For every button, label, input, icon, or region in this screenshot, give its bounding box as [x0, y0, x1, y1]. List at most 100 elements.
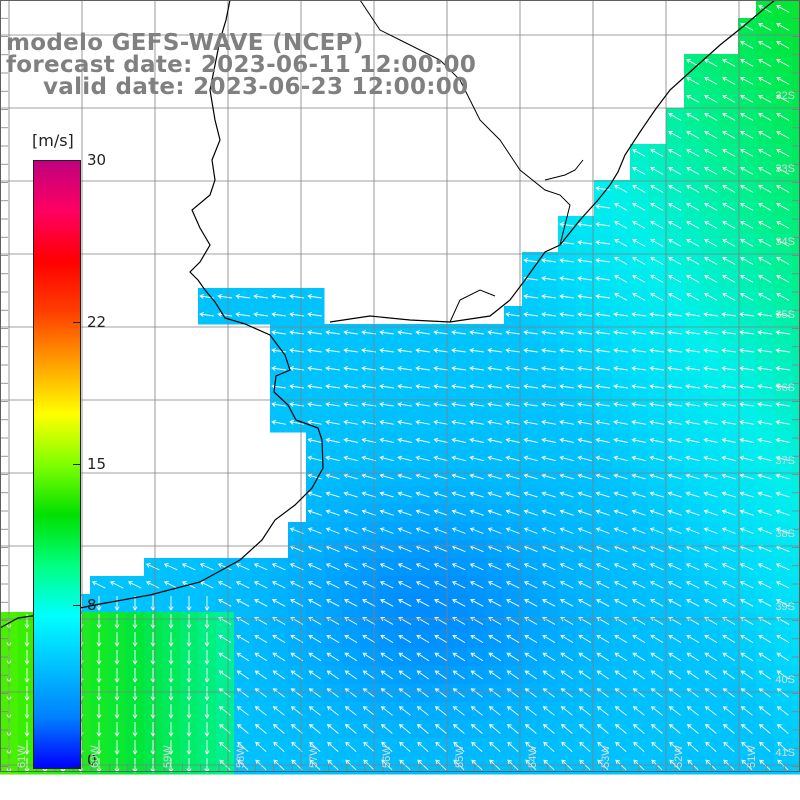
wind-arrow [776, 41, 790, 49]
wind-arrow [721, 581, 736, 589]
wind-arrow [150, 650, 156, 665]
wind-arrow [397, 527, 412, 534]
wind-arrow [379, 419, 394, 425]
wind-arrow [289, 383, 304, 389]
wind-arrow [739, 419, 754, 425]
wind-arrow [703, 473, 718, 480]
wind-arrow [776, 688, 789, 698]
wind-arrow [523, 311, 538, 317]
wind-arrow [722, 670, 735, 680]
wind-arrow [254, 599, 268, 607]
wind-arrow [686, 293, 700, 301]
wind-arrow [722, 275, 736, 283]
wind-arrow [114, 650, 120, 665]
wind-arrow [704, 239, 718, 247]
wind-arrow [685, 581, 700, 589]
wind-arrow [271, 293, 286, 299]
wind-arrow [487, 527, 502, 534]
wind-arrow [289, 401, 304, 407]
wind-arrow [650, 203, 664, 211]
wind-arrow [307, 293, 322, 299]
wind-arrow [685, 437, 700, 443]
wind-arrow [740, 77, 754, 85]
wind-arrow [703, 527, 718, 534]
wind-arrow [613, 329, 628, 335]
wind-arrow [506, 706, 519, 716]
wind-arrow [541, 563, 556, 571]
wind-arrow [325, 581, 340, 589]
wind-arrow [739, 365, 754, 371]
wind-arrow [434, 670, 447, 680]
latitude-label: 33S [775, 163, 795, 175]
wind-arrow [397, 365, 412, 371]
wind-arrow [488, 688, 501, 698]
wind-arrow [758, 5, 772, 13]
wind-arrow [254, 723, 267, 734]
wind-arrow [578, 670, 591, 680]
wind-arrow [469, 419, 484, 425]
wind-arrow [379, 401, 394, 407]
wind-arrow [362, 670, 375, 680]
wind-arrow [776, 113, 790, 121]
wind-arrow [631, 347, 646, 353]
wind-arrow [649, 473, 664, 480]
wind-arrow [758, 221, 772, 229]
wind-arrow [326, 670, 339, 680]
wind-arrow [632, 293, 646, 301]
wind-arrow [204, 686, 210, 701]
wind-arrow [326, 688, 339, 698]
wind-arrow [96, 596, 102, 611]
wind-arrow [758, 670, 771, 680]
wind-arrow [559, 419, 574, 425]
wind-arrow [236, 688, 249, 698]
wind-arrow [379, 491, 394, 498]
wind-arrow [632, 634, 646, 643]
wind-arrow [451, 383, 466, 389]
wind-speed-cell [792, 108, 800, 127]
wind-speed-cell [792, 180, 800, 199]
colorbar-tick-label: 22 [87, 312, 107, 331]
wind-speed-cell [792, 360, 800, 379]
wind-arrow [325, 473, 340, 480]
wind-arrow [687, 741, 699, 753]
wind-arrow [559, 347, 574, 353]
wind-arrow [218, 723, 231, 734]
wind-arrow [739, 329, 754, 335]
wind-arrow [632, 203, 646, 211]
wind-arrow [168, 722, 174, 737]
wind-arrow [309, 741, 321, 753]
wind-arrow [343, 581, 358, 589]
wind-arrow [776, 670, 789, 680]
wind-arrow [703, 491, 718, 498]
wind-arrow [307, 329, 322, 335]
wind-arrow [595, 185, 610, 191]
wind-arrow [668, 599, 682, 607]
wind-arrow [577, 581, 592, 589]
wind-arrow [168, 650, 174, 665]
wind-arrow [649, 347, 664, 353]
wind-arrow [668, 203, 682, 211]
wind-arrow [397, 563, 412, 571]
wind-arrow [325, 455, 340, 462]
wind-arrow [722, 293, 736, 301]
wind-arrow [704, 59, 718, 67]
wind-arrow [541, 401, 556, 407]
wind-arrow [704, 652, 718, 662]
wind-arrow [381, 741, 393, 753]
wind-arrow [578, 599, 592, 607]
wind-arrow [722, 257, 736, 265]
wind-arrow [649, 437, 664, 443]
wind-arrow [541, 455, 556, 462]
colorbar-tick-mark [73, 605, 81, 607]
wind-arrow [775, 527, 790, 534]
wind-arrow [649, 311, 664, 317]
wind-arrow [614, 293, 628, 301]
wind-arrow [451, 509, 466, 516]
wind-arrow [451, 473, 466, 480]
wind-arrow [631, 401, 646, 407]
wind-arrow [523, 581, 538, 589]
wind-speed-cell [792, 450, 800, 469]
wind-arrow [114, 614, 120, 629]
wind-arrow [487, 473, 502, 480]
wind-arrow [271, 401, 286, 407]
